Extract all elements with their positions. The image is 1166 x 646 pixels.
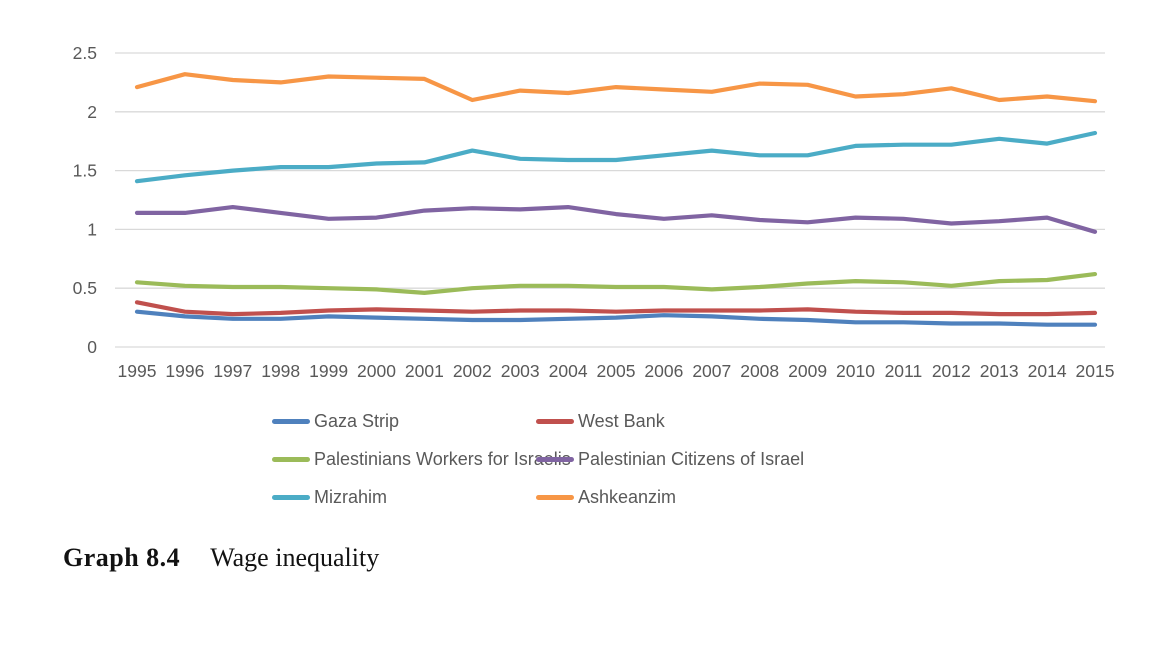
legend-item-gaza-strip: Gaza Strip	[272, 411, 536, 432]
series-line-ashkeanzim	[134, 72, 1098, 104]
legend-item-mizrahim: Mizrahim	[272, 487, 536, 508]
legend-swatch-west-bank	[536, 418, 574, 424]
x-axis-tick-label: 2010	[836, 361, 875, 381]
series-line-palestinians-workers-for-israelis	[134, 272, 1098, 295]
caption-number: Graph 8.4	[63, 543, 181, 572]
series-line-mizrahim	[134, 130, 1098, 184]
x-axis-tick-label: 2011	[885, 361, 923, 381]
legend-swatch-palestinian-citizens-of-israel	[536, 456, 574, 462]
series-line-gaza-strip	[134, 309, 1098, 327]
x-axis-tick-label: 2000	[357, 361, 396, 381]
x-axis-tick-label: 2004	[549, 361, 588, 381]
chart-legend: Gaza Strip West Bank Palestinians Worker…	[272, 402, 972, 516]
legend-label-palestinian-citizens-of-israel: Palestinian Citizens of Israel	[578, 448, 805, 469]
legend-label-gaza-strip: Gaza Strip	[314, 410, 400, 431]
y-axis-tick-label: 2.5	[73, 43, 97, 63]
x-axis-tick-label: 1999	[309, 361, 348, 381]
legend-swatch-palestinians-workers-for-israelis	[272, 456, 310, 462]
wage-inequality-line-chart: 0 0.5 1 1.5 2 2.5 1995 1996 1997 1998 1999 2000 2001…	[73, 43, 1115, 381]
x-axis-tick-label: 1995	[118, 361, 157, 381]
legend-row: Palestinians Workers for Israelis Palest…	[272, 440, 972, 478]
x-axis-tick-label: 2008	[740, 361, 779, 381]
series-line-palestinian-citizens-of-israel	[134, 205, 1098, 234]
x-axis-tick-label: 2006	[644, 361, 683, 381]
legend-item-palestinians-workers-for-israelis: Palestinians Workers for Israelis	[272, 449, 571, 470]
caption-title: Wage inequality	[210, 543, 380, 572]
x-axis-tick-label: 2012	[932, 361, 971, 381]
y-axis-tick-label: 0.5	[73, 278, 97, 298]
legend-item-west-bank: West Bank	[536, 411, 665, 432]
x-axis-tick-label: 2015	[1076, 361, 1115, 381]
x-axis-tick-label: 2009	[788, 361, 827, 381]
x-axis-tick-label: 2007	[692, 361, 731, 381]
x-axis-tick-label: 1996	[165, 361, 204, 381]
figure-caption: Graph 8.4 Wage inequality	[63, 543, 379, 573]
legend-label-mizrahim: Mizrahim	[314, 486, 388, 507]
legend-row: Mizrahim Ashkeanzim	[272, 478, 972, 516]
y-axis-tick-label: 2	[87, 102, 97, 122]
x-axis-tick-label: 1997	[213, 361, 252, 381]
x-axis-tick-label: 2013	[980, 361, 1019, 381]
legend-swatch-ashkeanzim	[536, 494, 574, 500]
legend-row: Gaza Strip West Bank	[272, 402, 972, 440]
x-axis-tick-label: 2002	[453, 361, 492, 381]
x-axis-tick-label: 2001	[405, 361, 444, 381]
legend-item-ashkeanzim: Ashkeanzim	[536, 487, 676, 508]
y-axis-tick-label: 1.5	[73, 161, 97, 181]
y-axis-tick-label: 0	[87, 337, 97, 357]
legend-label-palestinians-workers-for-israelis: Palestinians Workers for Israelis	[314, 448, 571, 469]
y-axis-tick-label: 1	[87, 219, 97, 239]
x-axis-tick-label: 2003	[501, 361, 540, 381]
x-axis-tick-label: 2014	[1028, 361, 1067, 381]
legend-swatch-gaza-strip	[272, 418, 310, 424]
series-line-west-bank	[134, 300, 1098, 317]
legend-item-palestinian-citizens-of-israel: Palestinian Citizens of Israel	[536, 449, 804, 470]
x-axis-tick-label: 2005	[597, 361, 636, 381]
legend-swatch-mizrahim	[272, 494, 310, 500]
legend-label-ashkeanzim: Ashkeanzim	[578, 486, 677, 507]
x-axis-tick-label: 1998	[261, 361, 300, 381]
legend-label-west-bank: West Bank	[578, 410, 665, 431]
